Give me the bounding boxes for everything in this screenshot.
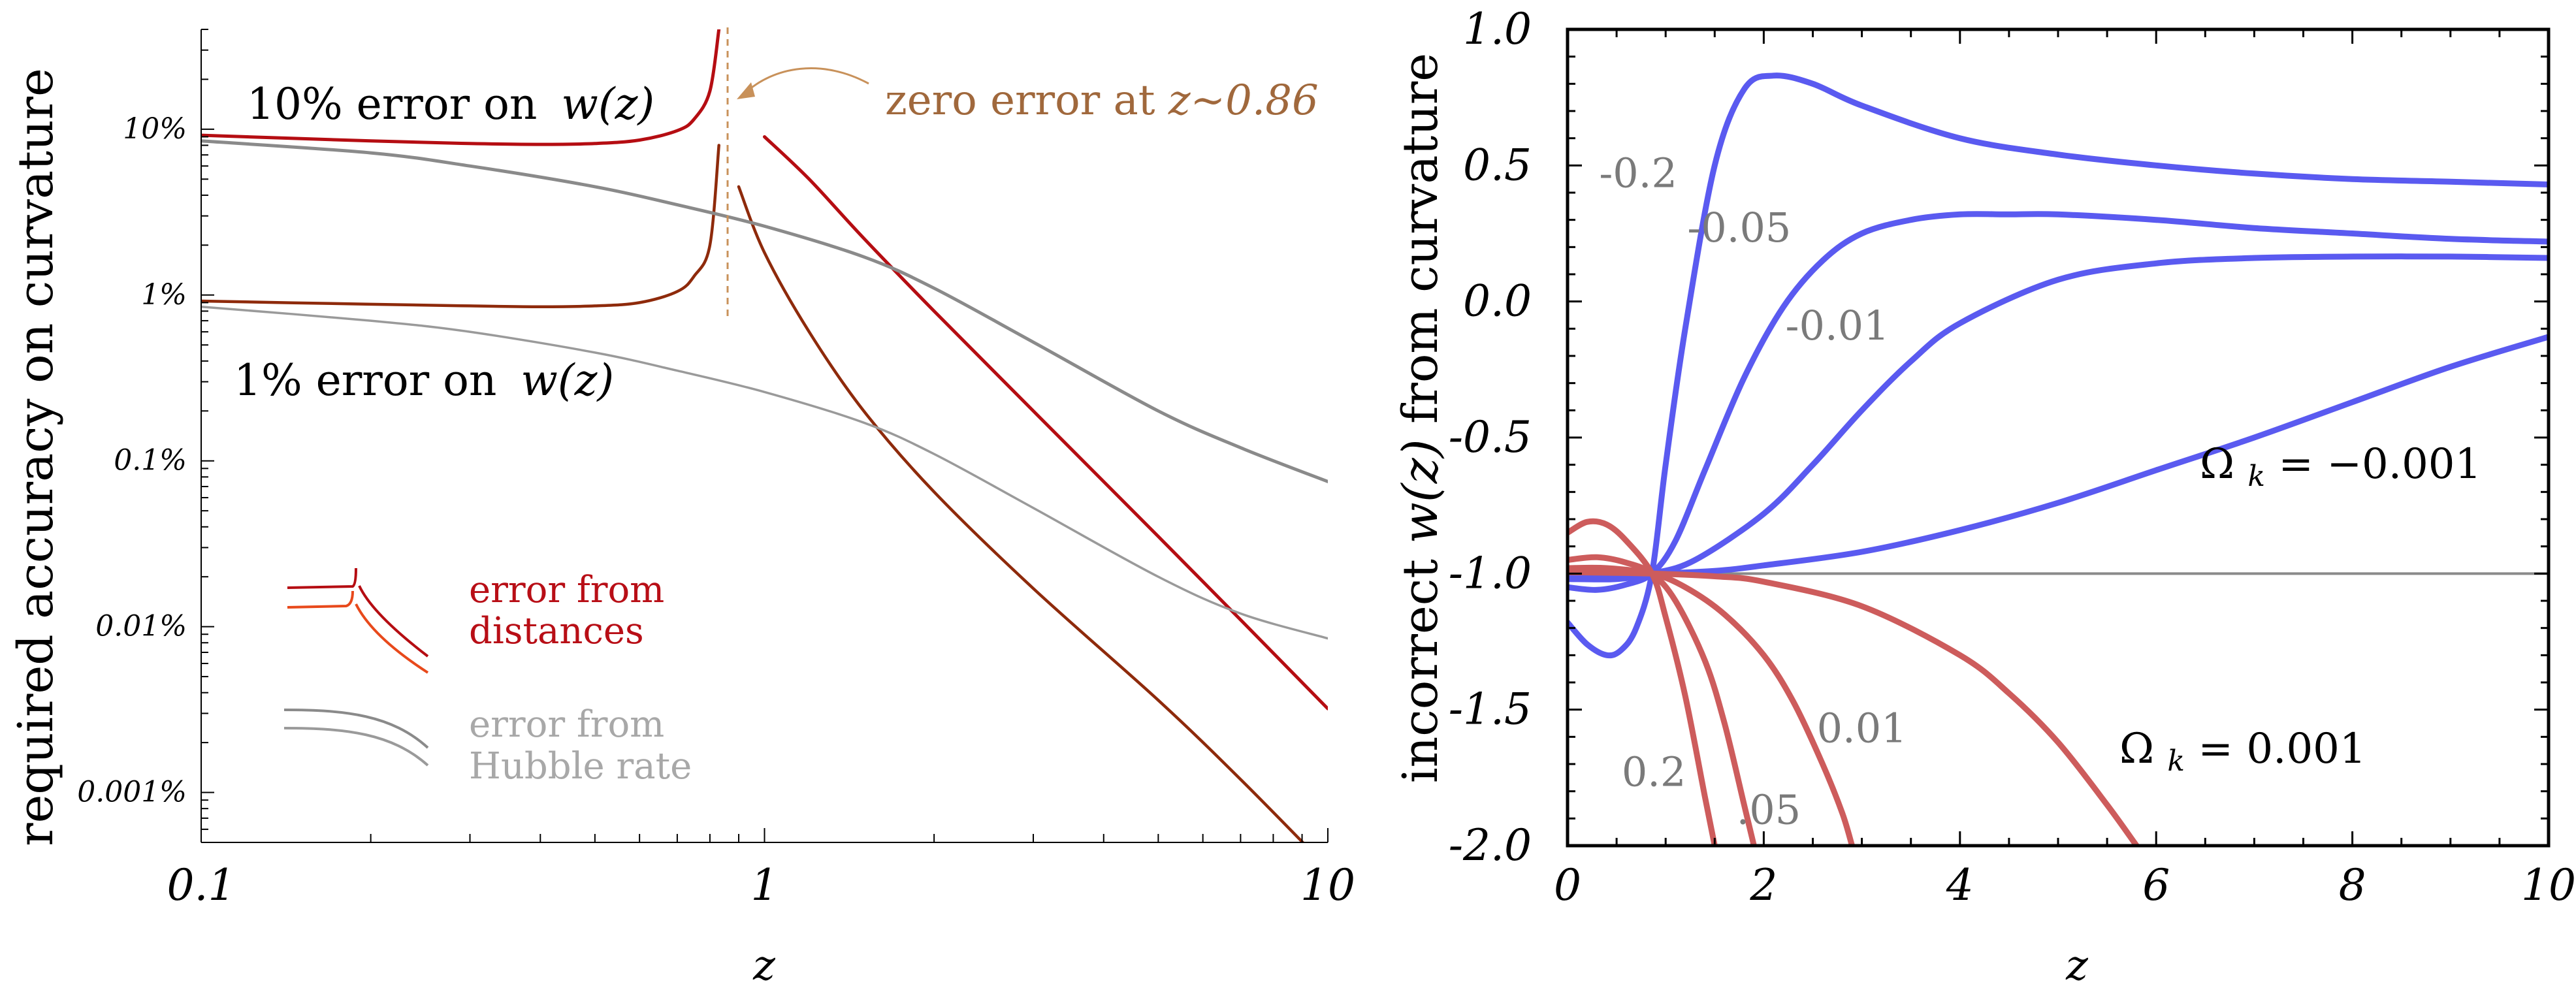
ten-percent-wz: w(z) bbox=[561, 79, 654, 129]
left-chart-y-tick-labels: 10% 1% 0.1% 0.01% 0.001% bbox=[77, 112, 187, 809]
legend-distances-1-line bbox=[287, 590, 354, 609]
right-x-tick-label: 0 bbox=[1554, 860, 1581, 910]
legend-hubble-10-line bbox=[283, 709, 429, 749]
zero-error-annotation: zero error at z~0.86 bbox=[885, 76, 1319, 125]
right-x-tick-label: 10 bbox=[2521, 860, 2576, 910]
right-chart-series bbox=[1568, 72, 2549, 846]
right-y-label-suffix: from curvature bbox=[1393, 53, 1449, 424]
curve-label-0-01: -0.01 bbox=[1786, 302, 1890, 349]
right-x-tick-label: 4 bbox=[1946, 860, 1974, 910]
series-omega-k-0-001 bbox=[1568, 569, 2140, 846]
legend-distances-10-line bbox=[287, 567, 357, 589]
legend-distances-line1: error from bbox=[469, 569, 664, 611]
zero-error-value: z~0.86 bbox=[1168, 76, 1319, 125]
left-y-tick-label: 0.01% bbox=[95, 610, 187, 643]
omega-neg-symbol: Ω bbox=[2200, 440, 2234, 488]
right-y-tick-label: -2.0 bbox=[1449, 820, 1532, 870]
series-omega-k-0-2 bbox=[1568, 72, 2549, 659]
right-chart-x-tick-labels: 0 2 4 6 8 10 bbox=[1554, 860, 2576, 910]
left-x-tick-label: 10 bbox=[1300, 860, 1355, 910]
series-omega-k-0-05 bbox=[1568, 211, 2549, 593]
legend-hubble-1-line bbox=[283, 727, 429, 767]
series-hubble-rate-10-error-on-w-z bbox=[201, 139, 1328, 483]
right-chart-curve-labels: -0.2-0.05 -0.01 0.2 .05 0.01 bbox=[1599, 150, 1907, 834]
left-y-tick-label: 0.1% bbox=[114, 444, 187, 477]
left-chart: 0.1 1 10 10% 1% 0.1% 0.01% 0.001% z required a… bbox=[8, 27, 1355, 990]
one-percent-wz: w(z) bbox=[521, 355, 614, 406]
legend-distances-10-tail bbox=[358, 585, 429, 658]
left-chart-y-axis-label: required accuracy on curvature bbox=[8, 68, 64, 846]
left-chart-x-tick-labels: 0.1 1 10 bbox=[167, 860, 1355, 910]
omega-neg-sub: k bbox=[2247, 460, 2265, 493]
series-distances-10-error-on-w-z-above-pole bbox=[763, 135, 1328, 711]
right-y-label-wz: w(z) bbox=[1393, 439, 1449, 543]
left-y-tick-label: 0.001% bbox=[77, 776, 187, 809]
curve-label-0-2: -0.2 bbox=[1599, 150, 1677, 197]
right-chart-x-axis-label: z bbox=[2065, 942, 2089, 990]
right-y-tick-label: -0.5 bbox=[1449, 412, 1532, 462]
curve-label-0-01: 0.01 bbox=[1817, 705, 1907, 752]
right-x-tick-label: 2 bbox=[1749, 860, 1777, 910]
series-omega-k-05 bbox=[1568, 554, 1757, 846]
left-chart-axes bbox=[201, 29, 1328, 843]
series-hubble-rate-1-error-on-w-z bbox=[201, 305, 1328, 640]
right-chart: 0 2 4 6 8 10 1.00.50.0-0.5-1.0-1.5-2.0 -0.2-0… bbox=[1393, 4, 2576, 990]
omega-pos-symbol: Ω bbox=[2119, 725, 2154, 773]
right-y-label-prefix: incorrect bbox=[1393, 544, 1449, 784]
right-y-tick-label: 0.0 bbox=[1463, 276, 1532, 327]
series-distances-10-error-on-w-z-below-pole bbox=[201, 29, 721, 146]
series-omega-k-0-01 bbox=[1568, 564, 1856, 846]
right-y-tick-label: 1.0 bbox=[1463, 4, 1532, 54]
right-y-tick-label: -1.5 bbox=[1449, 684, 1532, 735]
zero-error-arrow bbox=[742, 67, 869, 96]
curve-label-0-2: 0.2 bbox=[1622, 748, 1686, 795]
left-x-tick-label: 0.1 bbox=[167, 860, 236, 910]
legend-hubble-line1: error from bbox=[469, 703, 664, 746]
ten-percent-annotation: 10% error on w(z) bbox=[247, 79, 654, 129]
curve-label-05: .05 bbox=[1737, 786, 1801, 834]
omega-pos-value: = 0.001 bbox=[2198, 725, 2366, 773]
left-chart-series bbox=[201, 29, 1328, 842]
left-y-tick-label: 10% bbox=[123, 112, 187, 146]
left-chart-x-axis-label: z bbox=[752, 942, 776, 990]
right-chart-axes bbox=[1566, 27, 2551, 848]
right-y-tick-label: 0.5 bbox=[1463, 140, 1532, 190]
curve-label-0-05: -0.05 bbox=[1687, 204, 1791, 251]
omega-pos-sub: k bbox=[2167, 744, 2185, 778]
legend: error from distances error from Hubble r… bbox=[283, 567, 692, 788]
left-y-tick-label: 1% bbox=[141, 278, 187, 311]
right-x-tick-label: 6 bbox=[2142, 860, 2170, 910]
series-distances-1-error-on-w-z-above-pole bbox=[737, 185, 1305, 842]
series-omega-k-0-2 bbox=[1568, 518, 1718, 846]
legend-distances-1-tail bbox=[355, 603, 429, 674]
one-percent-annotation: 1% error on w(z) bbox=[234, 355, 614, 406]
one-percent-label: 1% error on bbox=[234, 355, 496, 406]
omega-positive-annotation: Ω k = 0.001 bbox=[2119, 725, 2366, 781]
series-omega-k-0-001 bbox=[1568, 334, 2549, 578]
right-chart-y-tick-labels: 1.0 0.5 0.0 -0.5 -1.0 -1.5 -2.0 bbox=[1449, 4, 1532, 870]
zero-error-prefix: zero error at bbox=[885, 76, 1168, 125]
right-chart-y-axis-label: incorrect w(z) from curvature bbox=[1393, 53, 1449, 783]
legend-distances-line2: distances bbox=[469, 610, 644, 652]
right-x-tick-label: 8 bbox=[2339, 860, 2366, 910]
series-omega-k-0-01 bbox=[1568, 253, 2549, 583]
legend-hubble-line2: Hubble rate bbox=[469, 745, 692, 788]
series-distances-1-error-on-w-z-below-pole bbox=[201, 144, 720, 308]
ten-percent-label: 10% error on bbox=[247, 79, 537, 129]
left-x-tick-label: 1 bbox=[751, 860, 779, 910]
omega-negative-annotation: Ω k = −0.001 bbox=[2200, 440, 2481, 496]
zero-error-arrowhead bbox=[737, 82, 755, 99]
right-y-tick-label: -1.0 bbox=[1449, 548, 1532, 598]
omega-neg-value: = −0.001 bbox=[2278, 440, 2481, 488]
